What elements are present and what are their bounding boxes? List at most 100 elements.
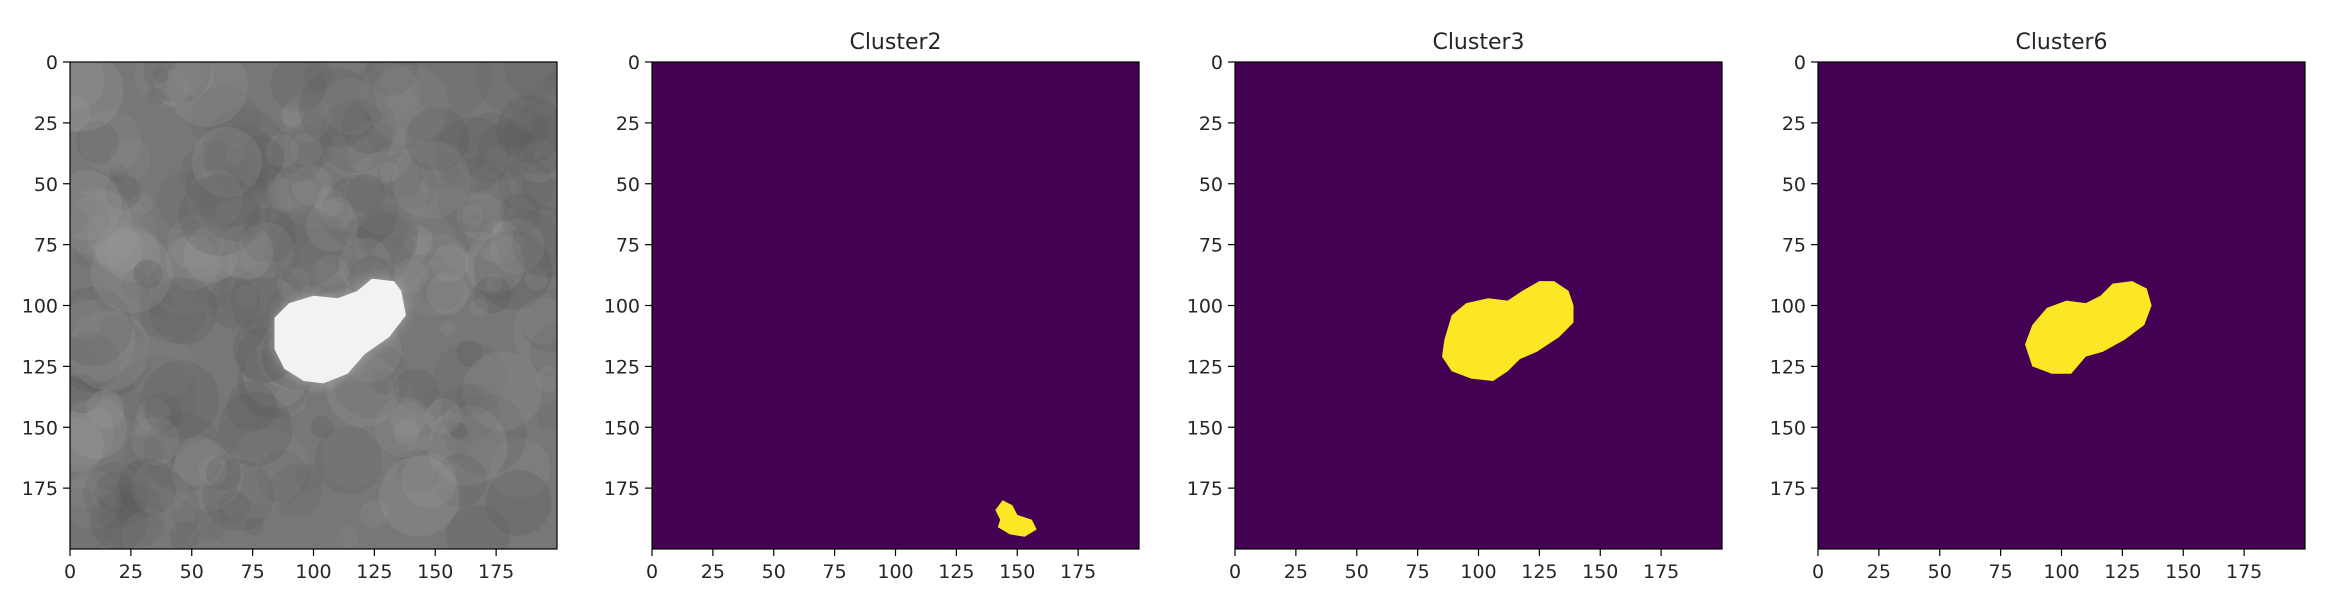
noise-blotch bbox=[344, 151, 429, 236]
noise-blotch bbox=[71, 317, 151, 397]
x-tick-label: 75 bbox=[241, 561, 265, 583]
noise-blotch bbox=[133, 259, 163, 289]
panel-title: Cluster6 bbox=[2015, 30, 2107, 55]
noise-blotch bbox=[173, 62, 214, 96]
noise-blotch bbox=[341, 98, 397, 154]
panel-2: 0 25 50 75 100 125 150 175 0 25 50 75 100 125 150 175 Cl… bbox=[604, 30, 1140, 583]
y-tick-label: 150 bbox=[22, 417, 58, 439]
noise-blotch bbox=[70, 299, 136, 382]
noise-blotch bbox=[275, 213, 358, 296]
x-tick-label: 25 bbox=[119, 561, 143, 583]
noise-blotch bbox=[469, 298, 489, 318]
x-tick-label: 50 bbox=[762, 561, 786, 583]
noise-blotch bbox=[426, 272, 469, 315]
noise-blotch bbox=[136, 397, 172, 433]
noise-blotch bbox=[140, 360, 220, 440]
y-tick-label: 0 bbox=[46, 52, 58, 74]
noise-blotch bbox=[93, 489, 116, 513]
y-tick-label: 75 bbox=[1199, 235, 1223, 257]
noise-blotch bbox=[205, 455, 242, 491]
y-tick-label: 175 bbox=[1187, 478, 1223, 500]
noise-blotch bbox=[465, 233, 526, 294]
x-tick-label: 100 bbox=[877, 561, 913, 583]
x-tick-label: 50 bbox=[1928, 561, 1952, 583]
noise-blotch bbox=[122, 267, 159, 304]
noise-blotch bbox=[134, 62, 201, 109]
noise-blotch bbox=[415, 143, 479, 207]
noise-blotch bbox=[87, 215, 138, 266]
noise-blotch bbox=[370, 368, 397, 395]
noise-blotch bbox=[131, 192, 154, 215]
noise-blotch bbox=[226, 381, 277, 432]
noise-blotch bbox=[311, 415, 334, 438]
noise-blotch bbox=[298, 234, 349, 285]
noise-blotch bbox=[131, 417, 180, 466]
noise-blotch bbox=[436, 157, 512, 233]
noise-blotch bbox=[180, 140, 247, 207]
noise-blotch bbox=[498, 193, 541, 236]
y-tick-label: 25 bbox=[1199, 113, 1223, 135]
noise-blotch bbox=[123, 433, 165, 475]
noise-blotch bbox=[335, 246, 360, 271]
noise-blotch bbox=[70, 286, 133, 366]
noise-blotch bbox=[291, 164, 333, 206]
noise-blotch bbox=[483, 145, 519, 181]
noise-blotch bbox=[121, 509, 178, 549]
noise-blotch bbox=[390, 401, 426, 437]
noise-blotch bbox=[198, 274, 232, 308]
noise-blotch bbox=[213, 448, 286, 521]
noise-blotch bbox=[204, 124, 280, 200]
noise-blotch bbox=[510, 109, 550, 149]
noise-blotch bbox=[466, 214, 514, 261]
noise-blotch bbox=[190, 85, 260, 155]
noise-blotch bbox=[295, 464, 324, 492]
noise-blotch bbox=[104, 226, 161, 282]
x-tick-label: 175 bbox=[478, 561, 514, 583]
noise-blotch bbox=[456, 193, 504, 240]
noise-blotch bbox=[70, 194, 110, 246]
noise-blotch bbox=[83, 461, 150, 529]
y-tick-label: 0 bbox=[1211, 52, 1223, 74]
noise-blotch bbox=[504, 102, 557, 175]
noise-blotch bbox=[277, 266, 311, 301]
y-tick-label: 125 bbox=[1770, 356, 1806, 378]
noise-blotch bbox=[446, 504, 510, 549]
noise-blotch bbox=[422, 260, 447, 285]
noise-blotch bbox=[70, 205, 89, 235]
y-tick-label: 0 bbox=[628, 52, 640, 74]
noise-blotch bbox=[70, 418, 104, 473]
noise-blotch bbox=[208, 276, 261, 329]
x-tick-label: 25 bbox=[1867, 561, 1891, 583]
noise-blotch bbox=[394, 368, 438, 412]
y-tick-label: 175 bbox=[1770, 478, 1806, 500]
cluster-mask bbox=[1442, 281, 1574, 381]
noise-blotch bbox=[455, 214, 494, 253]
image-background bbox=[652, 62, 1139, 549]
noise-blotch bbox=[117, 469, 200, 549]
noise-blotch bbox=[87, 200, 158, 271]
y-tick-label: 75 bbox=[616, 235, 640, 257]
noise-blotch bbox=[95, 226, 143, 274]
y-tick-label: 150 bbox=[1187, 417, 1223, 439]
noise-blotch bbox=[359, 63, 421, 124]
noise-blotch bbox=[391, 140, 471, 219]
noise-blotch bbox=[256, 450, 310, 503]
noise-blotch bbox=[94, 471, 137, 514]
noise-blotch bbox=[346, 173, 386, 214]
noise-blotch bbox=[445, 393, 527, 476]
noise-blotch bbox=[217, 224, 274, 280]
noise-blotch bbox=[388, 160, 438, 210]
y-tick-label: 125 bbox=[22, 356, 58, 378]
noise-blotch bbox=[305, 200, 358, 252]
noise-blotch bbox=[156, 171, 217, 231]
y-tick-label: 150 bbox=[1770, 417, 1806, 439]
noise-blotch bbox=[157, 478, 216, 536]
panel-3: 0 25 50 75 100 125 150 175 0 25 50 75 100 125 150 175 Cl… bbox=[1187, 30, 1723, 583]
y-tick-label: 175 bbox=[22, 478, 58, 500]
noise-blotch bbox=[474, 62, 556, 115]
y-tick-label: 25 bbox=[616, 113, 640, 135]
noise-blotch bbox=[171, 439, 243, 511]
panel-title: Cluster3 bbox=[1432, 30, 1524, 55]
noise-blotch bbox=[336, 525, 360, 549]
noise-blotch bbox=[205, 263, 237, 296]
